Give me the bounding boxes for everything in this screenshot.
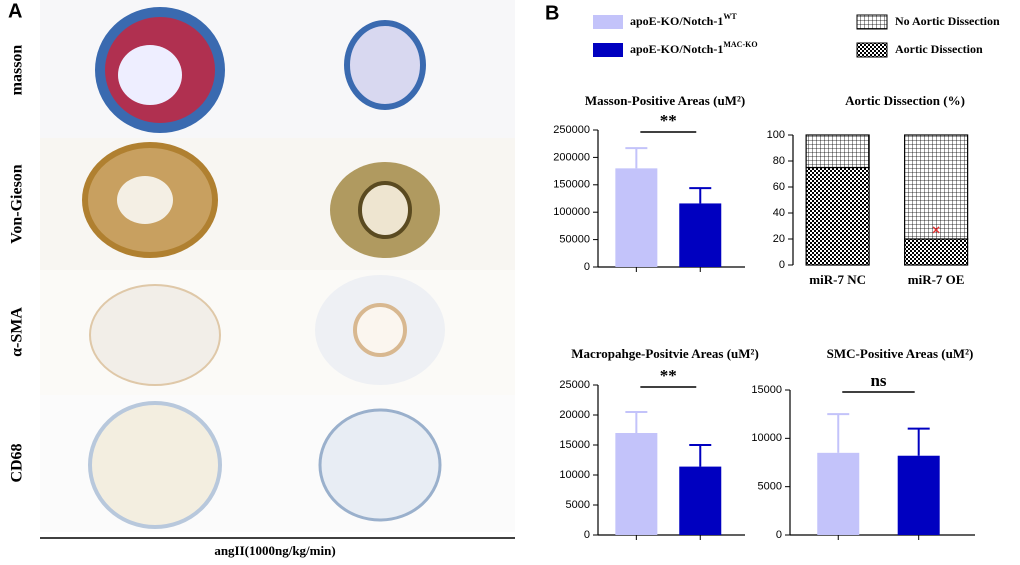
legend-swatch bbox=[856, 14, 888, 30]
row-label: masson bbox=[9, 45, 26, 96]
row-label: Von-Gieson bbox=[9, 164, 26, 244]
y-tick-label: 15000 bbox=[751, 384, 782, 396]
y-tick-label: 20 bbox=[773, 233, 785, 245]
y-tick-label: 100 bbox=[767, 129, 785, 141]
y-tick-label: 100000 bbox=[553, 206, 590, 218]
y-tick-label: 10000 bbox=[559, 469, 590, 481]
bar bbox=[679, 203, 722, 267]
x-label: angII(1000ng/kg/min) bbox=[214, 543, 335, 558]
x-tick-label: miR-7 OE bbox=[908, 272, 965, 287]
legend-label: apoE-KO/Notch-1WT bbox=[630, 12, 737, 28]
legend-label: No Aortic Dissection bbox=[895, 14, 1000, 28]
y-tick-label: 250000 bbox=[553, 124, 590, 136]
bar bbox=[679, 466, 722, 535]
y-tick-label: 10000 bbox=[751, 432, 782, 444]
legend-sup: WT bbox=[723, 12, 737, 21]
legend-text: apoE-KO/Notch-1 bbox=[630, 42, 723, 56]
y-tick-label: 40 bbox=[773, 207, 785, 219]
y-tick-label: 15000 bbox=[559, 439, 590, 451]
y-tick-label: 20000 bbox=[559, 409, 590, 421]
significance-label: ns bbox=[870, 371, 886, 390]
stacked-bar bbox=[805, 166, 870, 266]
bar bbox=[817, 452, 860, 535]
chart-title: Macropahge-Positvie Areas (uM²) bbox=[571, 346, 759, 361]
bar bbox=[615, 168, 658, 267]
chart-title: SMC-Positive Areas (uM²) bbox=[827, 346, 974, 361]
y-tick-label: 5000 bbox=[758, 481, 782, 493]
y-tick-label: 0 bbox=[776, 529, 782, 541]
chart-title: Aortic Dissection (%) bbox=[845, 93, 965, 108]
y-tick-label: 0 bbox=[779, 259, 785, 271]
y-tick-label: 200000 bbox=[553, 151, 590, 163]
stacked-bar bbox=[904, 134, 969, 240]
x-tick-label: miR-7 NC bbox=[809, 272, 866, 287]
legend-label: apoE-KO/Notch-1MAC-KO bbox=[630, 40, 758, 56]
panel-letter: B bbox=[545, 2, 559, 24]
legend-label: Aortic Dissection bbox=[895, 42, 983, 56]
legend-swatch bbox=[856, 42, 888, 58]
y-tick-label: 80 bbox=[773, 155, 785, 167]
significance-label: ** bbox=[660, 366, 677, 385]
histology-images bbox=[40, 0, 515, 532]
stacked-bar bbox=[805, 134, 870, 169]
row-label: CD68 bbox=[9, 443, 26, 482]
legend-sup: MAC-KO bbox=[723, 40, 757, 49]
y-tick-label: 25000 bbox=[559, 379, 590, 391]
y-tick-label: 50000 bbox=[559, 234, 590, 246]
marker-x bbox=[932, 226, 940, 234]
legend-swatch bbox=[593, 15, 623, 29]
stacked-bar bbox=[904, 238, 969, 266]
y-tick-label: 5000 bbox=[566, 499, 590, 511]
y-tick-label: 0 bbox=[584, 529, 590, 541]
significance-label: ** bbox=[660, 111, 677, 130]
bar bbox=[615, 433, 658, 535]
y-tick-label: 0 bbox=[584, 261, 590, 273]
y-tick-label: 60 bbox=[773, 181, 785, 193]
bar bbox=[897, 455, 940, 535]
y-tick-label: 150000 bbox=[553, 179, 590, 191]
row-label: α-SMA bbox=[9, 307, 26, 357]
panel-letter: A bbox=[8, 0, 22, 22]
legend-text: apoE-KO/Notch-1 bbox=[630, 14, 723, 28]
chart-title: Masson-Positive Areas (uM²) bbox=[585, 93, 745, 108]
legend-swatch bbox=[593, 43, 623, 57]
